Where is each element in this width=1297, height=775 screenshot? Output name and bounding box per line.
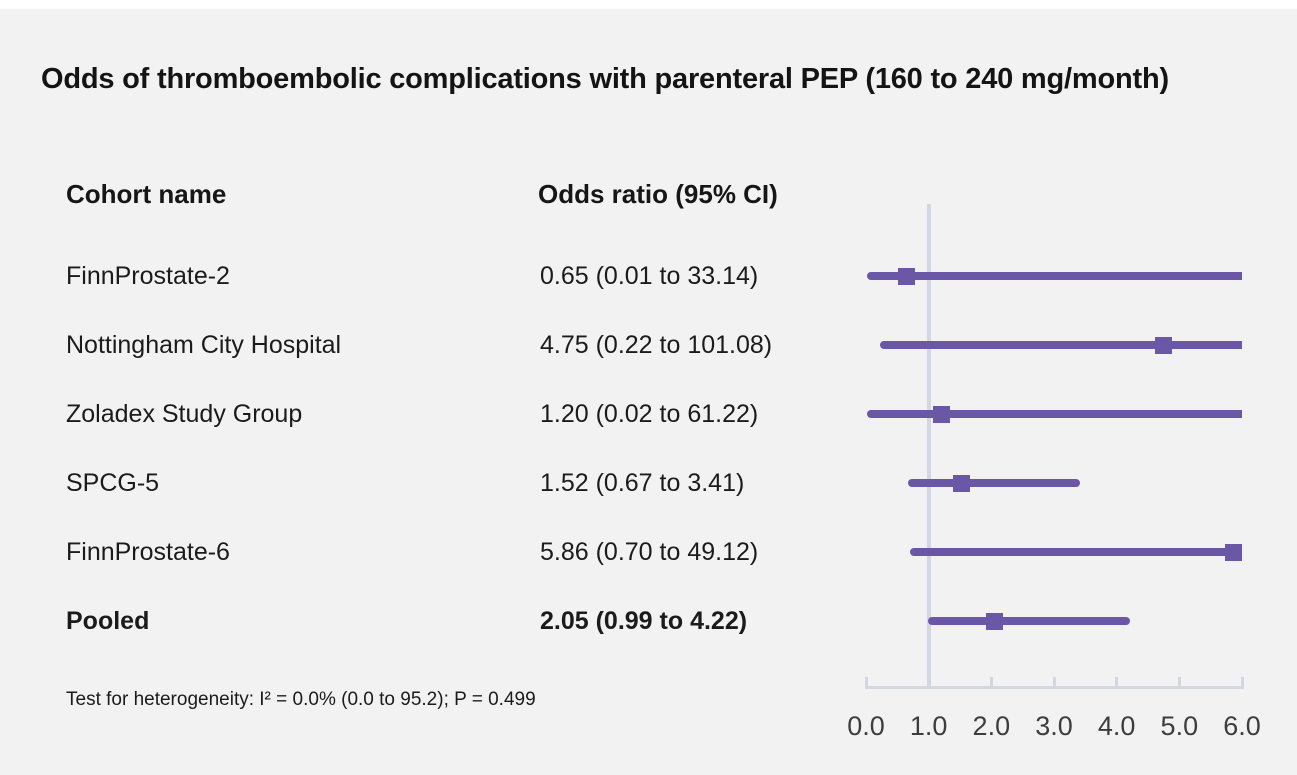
column-header-cohort-name: Cohort name	[66, 179, 227, 209]
x-axis-tick-label: 6.0	[1223, 711, 1261, 741]
odds-ratio-marker	[898, 267, 916, 285]
x-axis-tick	[1115, 677, 1119, 686]
x-axis-tick	[1240, 677, 1244, 686]
odds-ratio-marker	[1224, 543, 1242, 561]
cohort-name: Pooled	[66, 607, 150, 635]
cohort-name: SPCG-5	[66, 469, 160, 497]
top-white-strip	[0, 0, 1297, 9]
x-axis-tick-label: 3.0	[1035, 711, 1073, 741]
confidence-interval-line	[879, 341, 1242, 349]
confidence-interval-line	[866, 272, 1242, 280]
confidence-interval-line	[928, 617, 1131, 625]
x-axis-tick	[1052, 677, 1056, 686]
odds-ratio-marker	[932, 405, 950, 423]
cohort-name: FinnProstate-6	[66, 538, 230, 566]
odds-ratio-label: 4.75 (0.22 to 101.08)	[540, 331, 773, 359]
x-axis-tick-label: 1.0	[909, 711, 948, 741]
confidence-interval-line	[907, 479, 1080, 487]
cohort-name: Nottingham City Hospital	[66, 331, 342, 359]
odds-ratio-label: 1.52 (0.67 to 3.41)	[540, 469, 745, 497]
x-axis-tick	[927, 677, 931, 686]
chart-title: Odds of thromboembolic complications wit…	[41, 63, 1169, 95]
x-axis-tick	[864, 677, 868, 686]
odds-ratio-label: 1.20 (0.02 to 61.22)	[540, 400, 759, 428]
cohort-name: Zoladex Study Group	[66, 400, 303, 428]
odds-ratio-label: 0.65 (0.01 to 33.14)	[540, 262, 759, 290]
odds-ratio-marker	[952, 474, 970, 492]
odds-ratio-marker	[985, 612, 1003, 630]
column-header-odds-ratio: Odds ratio (95% CI)	[538, 179, 778, 209]
x-axis-tick-label: 4.0	[1097, 711, 1136, 741]
x-axis-tick-label: 2.0	[972, 711, 1011, 741]
x-axis-tick-label: 0.0	[847, 711, 885, 741]
reference-line	[926, 204, 931, 686]
confidence-interval-line	[867, 410, 1242, 418]
x-axis-baseline	[865, 686, 1244, 689]
heterogeneity-footnote: Test for heterogeneity: I² = 0.0% (0.0 t…	[66, 689, 536, 710]
x-axis-tick-label: 5.0	[1160, 711, 1199, 741]
confidence-interval-line	[909, 548, 1242, 556]
x-axis-tick	[1177, 677, 1181, 686]
x-axis-tick	[989, 677, 993, 686]
odds-ratio-marker	[1155, 336, 1173, 354]
cohort-name: FinnProstate-2	[66, 262, 230, 290]
odds-ratio-label: 2.05 (0.99 to 4.22)	[540, 607, 748, 635]
odds-ratio-label: 5.86 (0.70 to 49.12)	[540, 538, 759, 566]
